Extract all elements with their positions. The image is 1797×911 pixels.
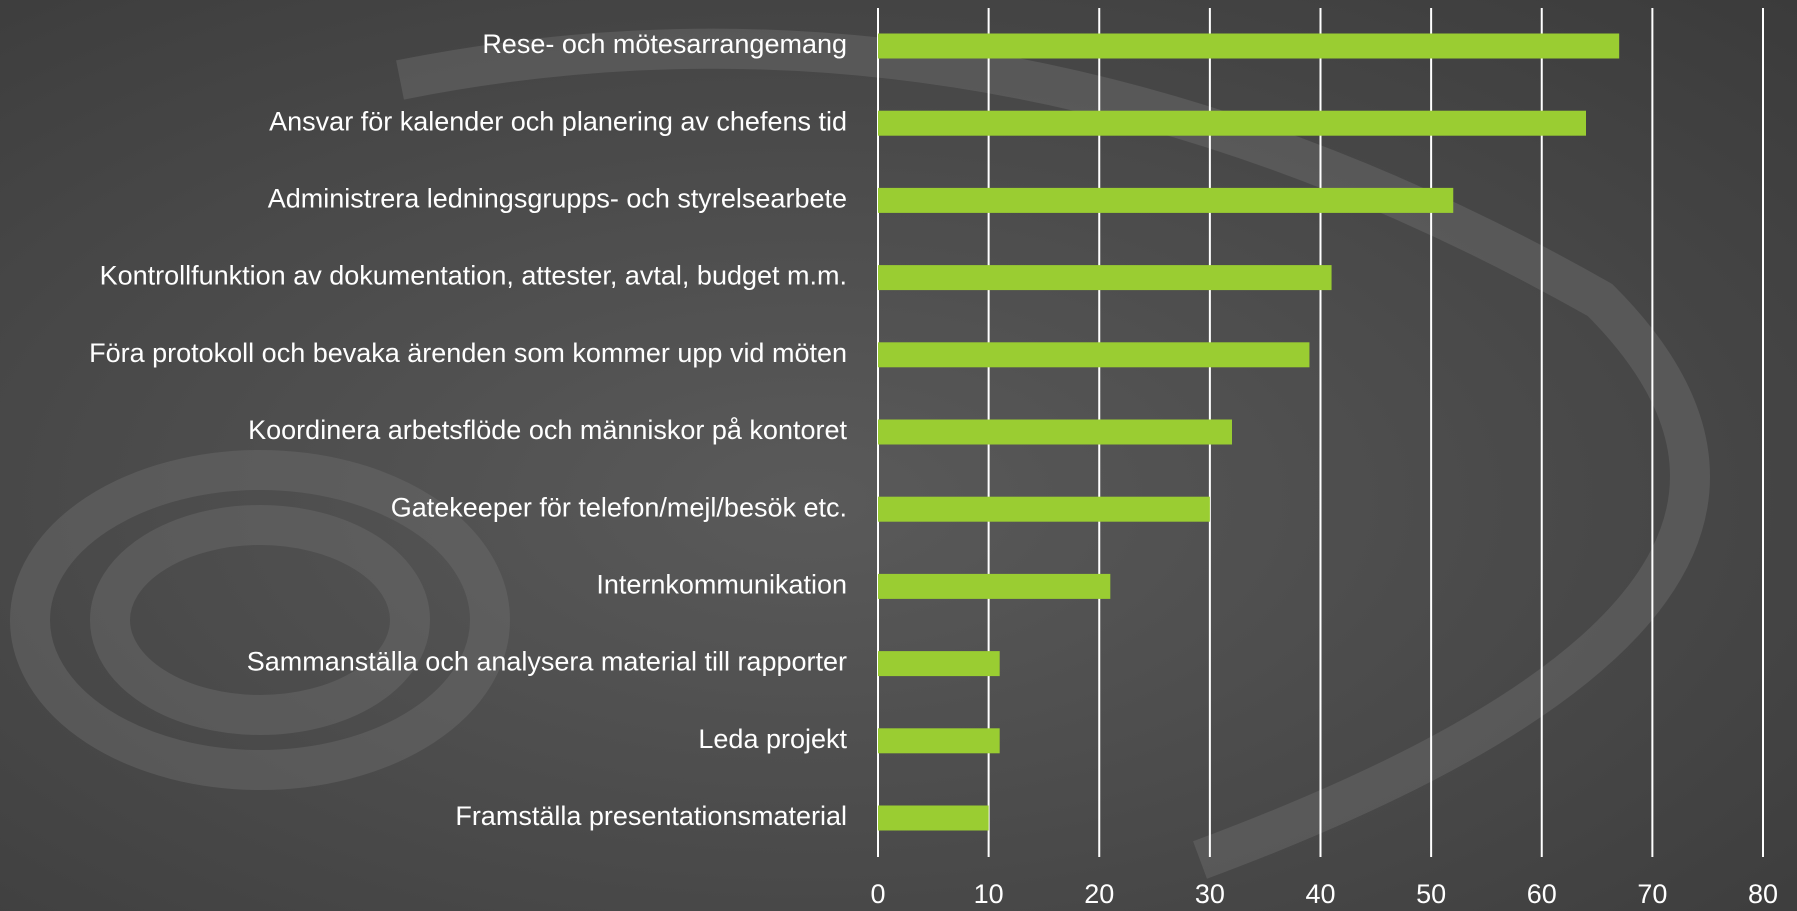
- x-tick-label: 30: [1195, 879, 1225, 909]
- bar: [878, 265, 1332, 291]
- y-tick-label: Framställa presentationsmaterial: [455, 801, 847, 831]
- bar: [878, 187, 1454, 213]
- bar: [878, 496, 1210, 522]
- y-tick-label: Kontrollfunktion av dokumentation, attes…: [100, 261, 847, 291]
- x-tick-label: 80: [1748, 879, 1778, 909]
- y-tick-label: Administrera ledningsgrupps- och styrels…: [268, 184, 847, 214]
- x-tick-label: 0: [870, 879, 885, 909]
- y-tick-label: Rese- och mötesarrangemang: [482, 29, 847, 59]
- background-decoration: [10, 28, 1710, 879]
- bar: [878, 651, 1000, 677]
- bar: [878, 805, 989, 831]
- bar: [878, 342, 1310, 368]
- y-tick-label: Ansvar för kalender och planering av che…: [269, 106, 847, 136]
- y-tick-label: Föra protokoll och bevaka ärenden som ko…: [89, 338, 847, 368]
- y-tick-label: Internkommunikation: [596, 570, 847, 600]
- bar: [878, 110, 1586, 136]
- y-tick-label: Gatekeeper för telefon/mejl/besök etc.: [391, 492, 847, 522]
- x-tick-label: 70: [1637, 879, 1667, 909]
- x-tick-label: 40: [1305, 879, 1335, 909]
- y-tick-label: Leda projekt: [698, 724, 847, 754]
- x-tick-label: 20: [1084, 879, 1114, 909]
- bar: [878, 33, 1620, 59]
- bar: [878, 728, 1000, 754]
- bar: [878, 573, 1111, 599]
- x-tick-label: 10: [974, 879, 1004, 909]
- x-tick-label: 60: [1527, 879, 1557, 909]
- y-tick-label: Koordinera arbetsflöde och människor på …: [248, 415, 847, 445]
- bar: [878, 419, 1232, 445]
- y-tick-label: Sammanställa och analysera material till…: [247, 647, 847, 677]
- x-tick-label: 50: [1416, 879, 1446, 909]
